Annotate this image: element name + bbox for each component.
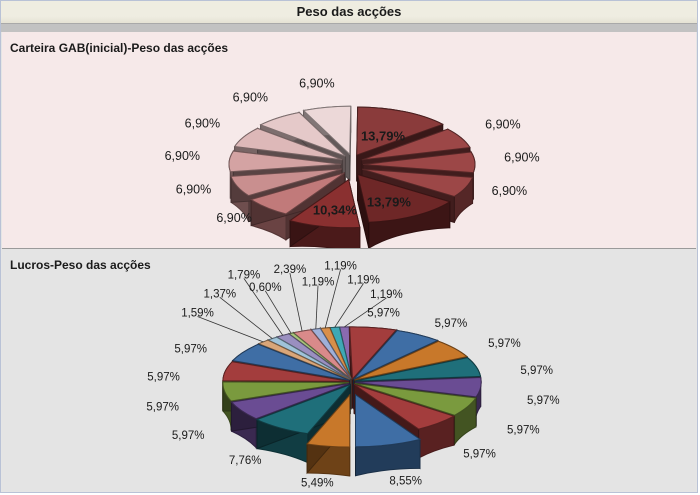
svg-text:5,97%: 5,97% — [147, 371, 180, 383]
svg-text:1,19%: 1,19% — [347, 274, 380, 286]
svg-text:6,90%: 6,90% — [504, 150, 539, 164]
svg-text:2,39%: 2,39% — [274, 264, 307, 276]
svg-text:13,79%: 13,79% — [367, 194, 412, 209]
svg-text:13,79%: 13,79% — [361, 128, 406, 143]
svg-text:5,97%: 5,97% — [488, 338, 521, 350]
svg-text:5,97%: 5,97% — [435, 318, 468, 330]
svg-text:5,97%: 5,97% — [507, 424, 540, 436]
svg-text:6,90%: 6,90% — [233, 91, 268, 105]
svg-text:5,97%: 5,97% — [527, 395, 560, 407]
svg-text:5,97%: 5,97% — [463, 448, 496, 460]
svg-text:5,97%: 5,97% — [174, 343, 207, 355]
svg-text:1,19%: 1,19% — [324, 260, 357, 272]
svg-text:6,90%: 6,90% — [176, 183, 211, 197]
svg-text:5,97%: 5,97% — [520, 365, 553, 377]
svg-text:5,49%: 5,49% — [301, 477, 334, 489]
svg-text:8,55%: 8,55% — [389, 475, 422, 487]
svg-text:1,79%: 1,79% — [228, 269, 261, 281]
svg-text:0,60%: 0,60% — [249, 282, 282, 294]
svg-text:6,90%: 6,90% — [165, 149, 200, 163]
svg-text:1,37%: 1,37% — [203, 288, 236, 300]
svg-text:1,19%: 1,19% — [302, 277, 335, 289]
svg-text:5,97%: 5,97% — [172, 430, 205, 442]
svg-text:5,97%: 5,97% — [146, 402, 179, 414]
svg-text:1,59%: 1,59% — [181, 308, 214, 320]
svg-text:7,76%: 7,76% — [229, 455, 262, 467]
svg-text:6,90%: 6,90% — [216, 211, 251, 225]
svg-text:5,97%: 5,97% — [367, 307, 400, 319]
svg-text:1,19%: 1,19% — [370, 289, 403, 301]
svg-text:6,90%: 6,90% — [299, 77, 334, 91]
svg-text:6,90%: 6,90% — [492, 184, 527, 198]
svg-text:6,90%: 6,90% — [485, 118, 520, 132]
svg-text:10,34%: 10,34% — [313, 203, 358, 218]
svg-text:6,90%: 6,90% — [185, 116, 220, 130]
